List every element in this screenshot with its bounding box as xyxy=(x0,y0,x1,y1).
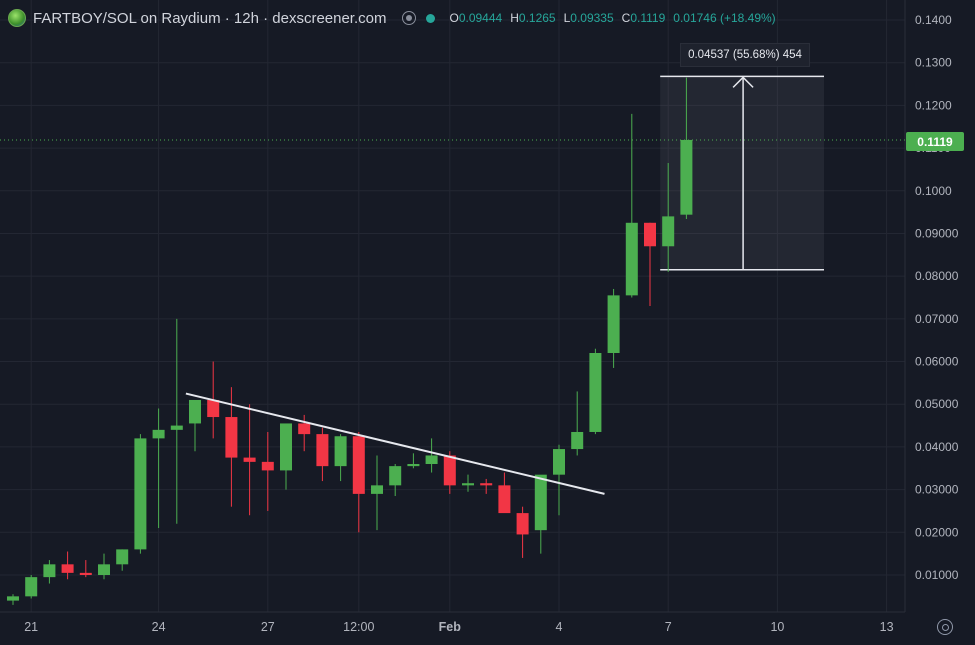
candle[interactable] xyxy=(498,485,511,514)
price-tick-label: 0.01000 xyxy=(915,568,959,582)
candle[interactable] xyxy=(480,483,493,486)
price-tick-label: 0.06000 xyxy=(915,355,959,369)
measure-tooltip: 0.04537 (55.68%) 454 xyxy=(680,43,810,67)
candle[interactable] xyxy=(644,222,656,247)
candle[interactable] xyxy=(189,399,201,424)
price-tick-label: 0.1200 xyxy=(915,98,952,112)
candle[interactable] xyxy=(334,436,347,467)
candle[interactable] xyxy=(352,436,365,494)
candle[interactable] xyxy=(425,455,438,464)
time-tick-label: 24 xyxy=(152,620,166,634)
ohlc-high: H0.1265 xyxy=(510,11,556,25)
candle[interactable] xyxy=(680,139,693,215)
ohlc-change: 0.01746 (+18.49%) xyxy=(673,11,776,25)
measure-arrow-head xyxy=(732,76,754,88)
candle[interactable] xyxy=(7,596,19,601)
ohlc-close: C0.1119 xyxy=(621,11,666,25)
candle[interactable] xyxy=(316,434,329,467)
price-tick-label: 0.1300 xyxy=(915,56,952,70)
candle[interactable] xyxy=(534,474,547,531)
candle[interactable] xyxy=(298,423,311,435)
pair-title: FARTBOY/SOL on Raydium · 12h · dexscreen… xyxy=(33,9,387,27)
candle[interactable] xyxy=(625,222,638,296)
candle[interactable] xyxy=(225,417,238,458)
candle[interactable] xyxy=(43,564,56,578)
ohlc-open: O0.09444 xyxy=(449,11,503,25)
time-tick-label: 21 xyxy=(24,620,38,634)
price-tick-label: 0.08000 xyxy=(915,269,959,283)
candle[interactable] xyxy=(662,216,675,247)
chart-header: FARTBOY/SOL on Raydium · 12h · dexscreen… xyxy=(8,7,776,29)
time-tick-label: 13 xyxy=(880,620,894,634)
price-tick-label: 0.09000 xyxy=(915,226,959,240)
candle[interactable] xyxy=(462,483,474,486)
price-tick-label: 0.1400 xyxy=(915,13,952,27)
time-tick-label: 4 xyxy=(556,620,563,634)
eye-icon[interactable] xyxy=(402,11,417,25)
token-logo-icon xyxy=(8,9,26,27)
candle[interactable] xyxy=(79,572,92,575)
price-tick-label: 0.02000 xyxy=(915,525,959,539)
ohlc-low: L0.09335 xyxy=(563,11,614,25)
candle[interactable] xyxy=(243,457,256,462)
candle[interactable] xyxy=(261,461,274,471)
candle[interactable] xyxy=(134,438,147,550)
status-dot-icon xyxy=(426,13,436,23)
candle[interactable] xyxy=(152,429,165,439)
candle[interactable] xyxy=(571,431,584,450)
candle[interactable] xyxy=(280,423,292,471)
trendline[interactable] xyxy=(185,392,605,495)
time-tick-label: 27 xyxy=(261,620,275,634)
candle[interactable] xyxy=(443,455,456,486)
candle[interactable] xyxy=(207,399,220,418)
time-tick-label: Feb xyxy=(439,620,462,634)
candle[interactable] xyxy=(553,449,565,475)
last-price-label: 0.1119 xyxy=(906,132,964,151)
price-tick-label: 0.1000 xyxy=(915,184,952,198)
price-tick-label: 0.07000 xyxy=(915,312,959,326)
candle[interactable] xyxy=(61,564,74,573)
candle[interactable] xyxy=(607,295,620,353)
time-tick-label: 12:00 xyxy=(343,620,374,634)
gear-icon[interactable] xyxy=(937,619,953,635)
time-tick-label: 7 xyxy=(665,620,672,634)
candle[interactable] xyxy=(98,564,110,575)
candle[interactable] xyxy=(389,466,402,486)
price-tick-label: 0.04000 xyxy=(915,440,959,454)
candle[interactable] xyxy=(170,425,183,430)
candle[interactable] xyxy=(116,549,129,565)
time-tick-label: 10 xyxy=(770,620,784,634)
candle[interactable] xyxy=(25,577,38,597)
candle[interactable] xyxy=(516,513,529,535)
ohlc-values: O0.09444 H0.1265 L0.09335 C0.1119 0.0174… xyxy=(449,11,775,25)
price-tick-label: 0.05000 xyxy=(915,397,959,411)
candle[interactable] xyxy=(371,485,383,494)
price-tick-label: 0.03000 xyxy=(915,483,959,497)
candle[interactable] xyxy=(589,353,602,432)
candle[interactable] xyxy=(407,464,420,467)
